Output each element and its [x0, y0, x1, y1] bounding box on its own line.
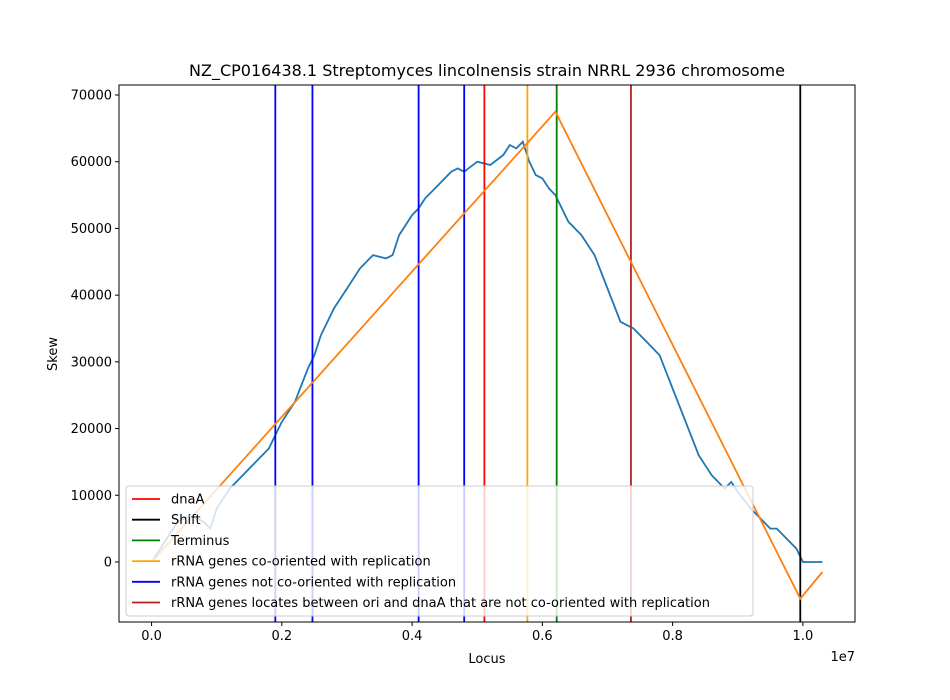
y-tick-label-5: 50000 [71, 222, 112, 237]
chart-title: NZ_CP016438.1 Streptomyces lincolnensis … [189, 61, 785, 81]
legend-label-0: dnaA [171, 493, 204, 508]
x-tick-label-5: 1.0 [793, 629, 814, 644]
model-series-line [150, 110, 824, 601]
x-tick-label-0: 0.0 [141, 629, 162, 644]
y-tick-label-7: 70000 [71, 89, 112, 104]
legend-label-3: rRNA genes co-oriented with replication [171, 555, 431, 570]
legend: dnaA Shift Terminus rRNA genes co-oriented … [125, 485, 754, 617]
legend-label-4: rRNA genes not co-oriented with replicat… [171, 575, 456, 590]
plot-area [150, 85, 824, 622]
y-tick-label-3: 30000 [71, 355, 112, 370]
x-axis-label: Locus [468, 652, 505, 667]
plot-frame [118, 84, 856, 623]
y-tick-label-4: 40000 [71, 289, 112, 304]
y-tick-label-6: 60000 [71, 155, 112, 170]
legend-label-5: rRNA genes locates between ori and dnaA … [171, 596, 710, 611]
legend-label-1: Shift [171, 513, 201, 528]
x-axis: 0.0 0.2 0.4 0.6 0.8 1.0 [141, 622, 813, 644]
legend-label-2: Terminus [170, 534, 230, 549]
x-tick-label-3: 0.6 [532, 629, 553, 644]
x-offset-label: 1e7 [830, 650, 855, 665]
x-tick-label-4: 0.8 [662, 629, 683, 644]
y-tick-label-1: 10000 [71, 489, 112, 504]
y-tick-label-2: 20000 [71, 422, 112, 437]
legend-box [125, 485, 754, 617]
x-tick-label-1: 0.2 [271, 629, 292, 644]
y-tick-label-0: 0 [104, 555, 112, 570]
y-axis: 0 10000 20000 30000 40000 50000 60000 70000 [71, 89, 119, 570]
y-axis-label: Skew [46, 337, 61, 371]
x-tick-label-2: 0.4 [402, 629, 423, 644]
